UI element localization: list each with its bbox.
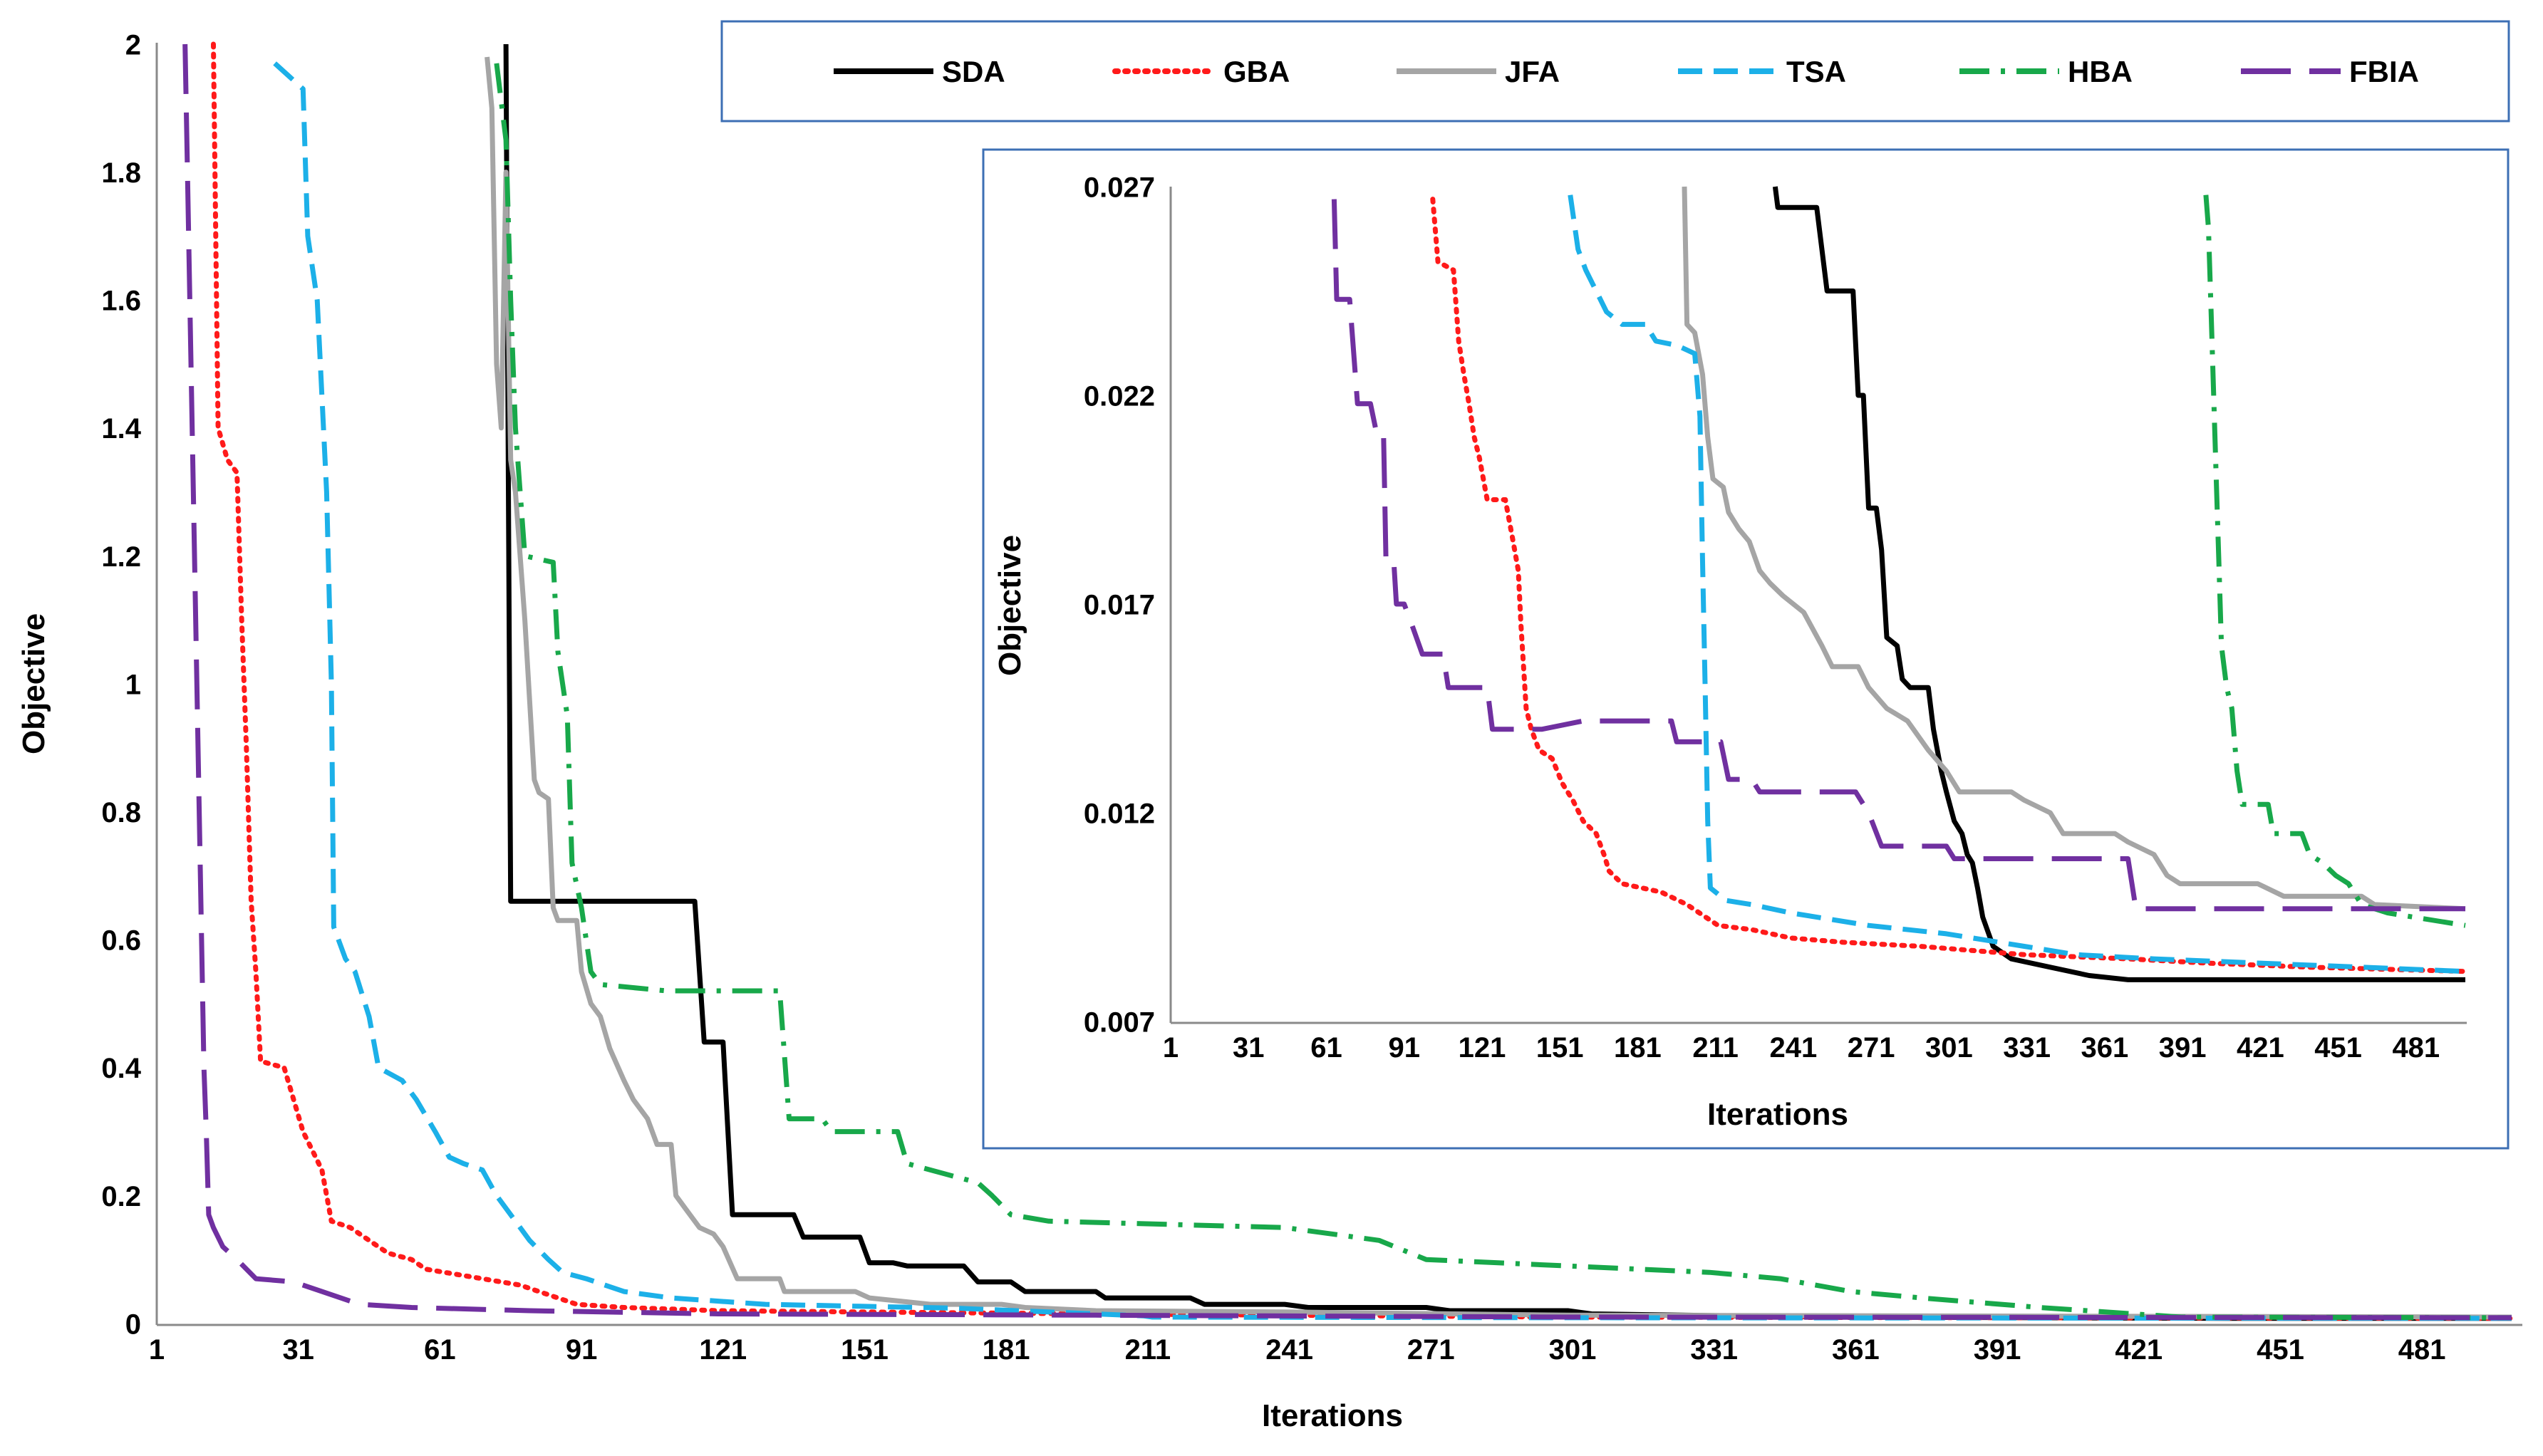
main-y-tick-label: 0.2 (101, 1181, 141, 1212)
inset-y-tick-labels: 0.007 0.012 0.017 0.022 0.027 (1084, 172, 1155, 1038)
main-y-tick-label: 0.8 (101, 797, 141, 828)
main-x-tick-label: 31 (282, 1334, 314, 1366)
inset-series-hba-line (2203, 194, 2466, 928)
inset-series-jfa-line (1682, 186, 2466, 912)
main-x-tick-label: 211 (1125, 1334, 1171, 1366)
inset-x-tick-label: 271 (1848, 1032, 1895, 1064)
inset-x-tick-label: 1 (1163, 1032, 1179, 1064)
legend-label-hba: HBA (2068, 55, 2133, 88)
inset-series-tsa-line (1568, 194, 2466, 974)
inset-box (982, 148, 2510, 1150)
main-x-tick-label: 91 (566, 1334, 598, 1366)
main-y-tick-label: 2 (125, 29, 141, 61)
main-y-tick-label: 0 (125, 1309, 141, 1340)
inset-x-tick-label: 331 (2003, 1032, 2051, 1064)
inset-y-tick-label: 0.022 (1084, 380, 1155, 412)
legend-label-sda: SDA (942, 55, 1005, 88)
inset-x-tick-label: 301 (1925, 1032, 1973, 1064)
legend-items: SDA GBA JFA TSA HBA FBIA (834, 55, 2419, 88)
main-series-hba-line (494, 63, 2512, 1321)
main-x-tick-labels: 1 31 61 91 121 151 181 211 241 271 301 331 361 391 421… (149, 1334, 2446, 1366)
main-y-tick-labels: 0 0.2 0.4 0.6 0.8 1 1.2 1.4 1.6 1.8 2 (101, 29, 141, 1340)
inset-x-tick-labels: 1 31 61 91 121 151 181 211 241 271 301 331 361 391 421… (1163, 1032, 2440, 1064)
inset-x-tick-label: 451 (2314, 1032, 2362, 1064)
main-x-tick-label: 271 (1407, 1334, 1455, 1366)
inset-x-tick-label: 61 (1310, 1032, 1342, 1064)
main-series-gba-line (211, 41, 2514, 1321)
main-x-tick-label: 151 (841, 1334, 889, 1366)
main-x-tick-label: 481 (2398, 1334, 2446, 1366)
inset-series-group (1331, 186, 2468, 982)
legend-label-fbia: FBIA (2349, 55, 2419, 88)
inset-series-gba-line (1430, 197, 2468, 974)
inset-x-tick-label: 421 (2237, 1032, 2284, 1064)
inset-series-sda-line (1772, 186, 2465, 982)
main-x-tick-label: 241 (1265, 1334, 1313, 1366)
inset-y-tick-label: 0.012 (1084, 798, 1155, 829)
main-series-tsa-line (273, 61, 2512, 1321)
main-y-tick-label: 1.8 (101, 157, 141, 189)
main-y-axis-title: Objective (16, 613, 51, 754)
main-x-tick-label: 121 (699, 1334, 747, 1366)
main-x-tick-label: 331 (1690, 1334, 1738, 1366)
inset-x-tick-label: 181 (1614, 1032, 1662, 1064)
inset-y-axis-title: Objective (993, 535, 1027, 676)
main-x-tick-label: 181 (983, 1334, 1030, 1366)
main-x-tick-label: 451 (2257, 1334, 2304, 1366)
inset-x-tick-label: 91 (1388, 1032, 1420, 1064)
main-y-tick-label: 0.6 (101, 925, 141, 957)
legend-box (720, 20, 2510, 123)
main-y-tick-label: 1.6 (101, 286, 141, 317)
inset-x-tick-label: 121 (1459, 1032, 1506, 1064)
main-x-tick-label: 1 (149, 1334, 165, 1366)
main-series-fbia-line (182, 43, 2512, 1321)
main-x-tick-label: 61 (424, 1334, 456, 1366)
main-series-group (182, 41, 2514, 1321)
main-y-tick-label: 1 (125, 669, 141, 700)
inset-x-tick-label: 211 (1692, 1032, 1739, 1064)
main-y-tick-label: 0.4 (101, 1053, 141, 1084)
inset-x-tick-label: 241 (1770, 1032, 1818, 1064)
legend-label-jfa: JFA (1505, 55, 1560, 88)
legend-label-gba: GBA (1223, 55, 1290, 88)
inset-x-tick-label: 151 (1536, 1032, 1584, 1064)
main-y-tick-label: 1.2 (101, 541, 141, 573)
inset-x-axis-title: Iterations (1707, 1097, 1848, 1132)
main-plot: 0 0.2 0.4 0.6 0.8 1 1.2 1.4 1.6 1.8 2 1 31 61 91 121 15… (16, 29, 2522, 1433)
legend-label-tsa: TSA (1786, 55, 1846, 88)
inset-y-tick-label: 0.017 (1084, 589, 1155, 620)
legend: SDA GBA JFA TSA HBA FBIA (720, 20, 2510, 123)
main-x-tick-label: 301 (1549, 1334, 1597, 1366)
main-x-tick-label: 391 (1974, 1334, 2021, 1366)
main-x-tick-label: 361 (1832, 1334, 1880, 1366)
main-x-axis-title: Iterations (1262, 1398, 1403, 1433)
main-series-jfa-line (485, 56, 2512, 1320)
inset-y-tick-label: 0.027 (1084, 172, 1155, 203)
inset-x-tick-label: 31 (1233, 1032, 1265, 1064)
inset-series-fbia-line (1331, 199, 2465, 912)
inset-x-tick-label: 391 (2159, 1032, 2207, 1064)
main-x-tick-label: 421 (2115, 1334, 2163, 1366)
main-y-tick-label: 1.4 (101, 413, 141, 444)
inset-y-tick-label: 0.007 (1084, 1007, 1155, 1038)
inset-x-tick-label: 361 (2081, 1032, 2128, 1064)
inset-x-tick-label: 481 (2392, 1032, 2440, 1064)
